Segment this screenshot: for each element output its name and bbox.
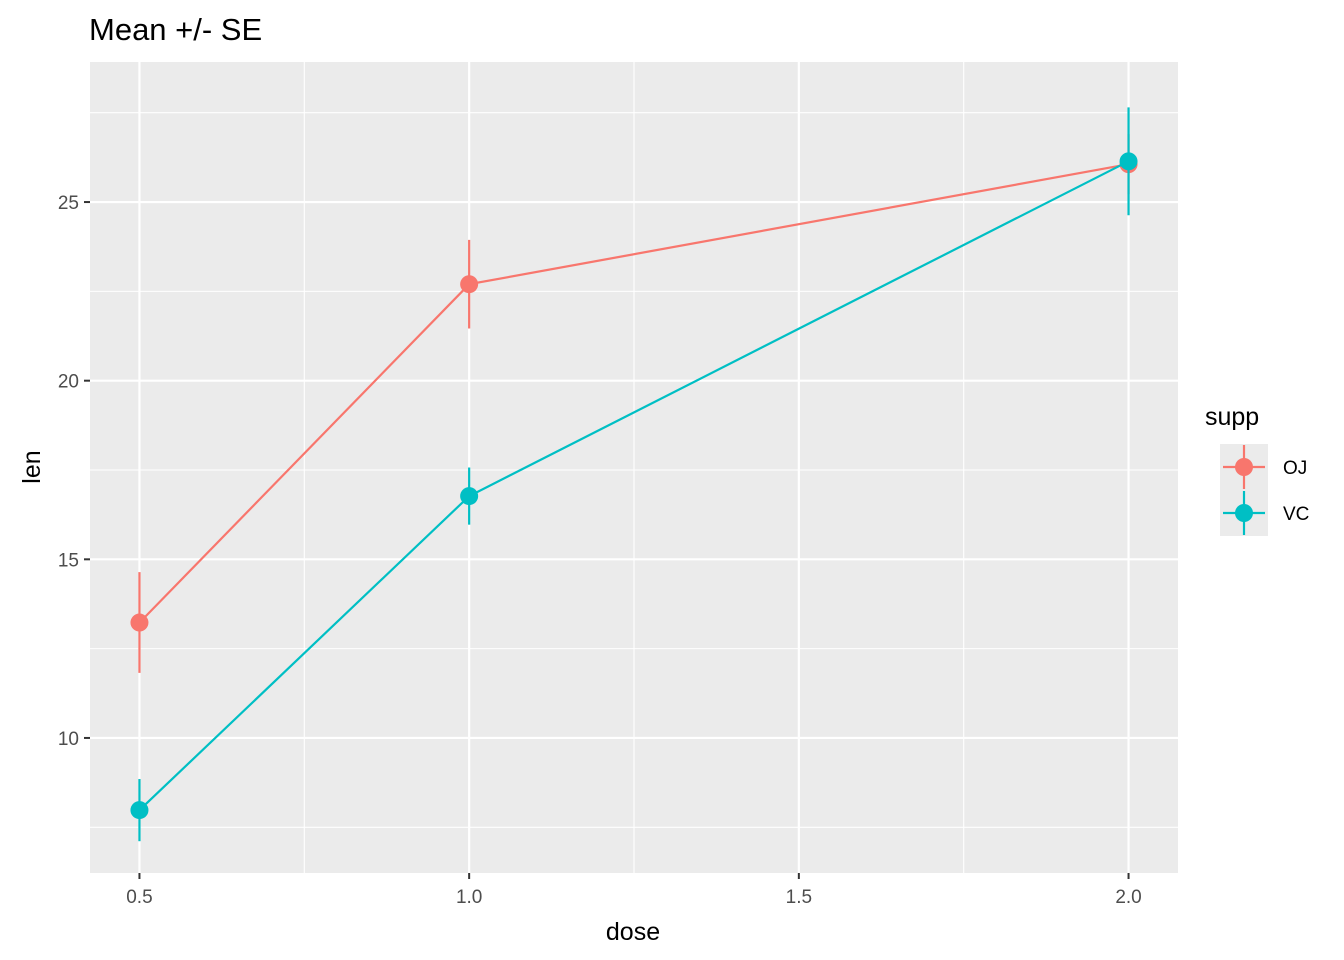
x-tick-label: 1.0	[456, 887, 482, 908]
data-point-vc	[460, 487, 479, 506]
y-axis-title: len	[18, 450, 46, 483]
data-point-oj	[130, 613, 149, 632]
x-tick-label: 1.5	[786, 887, 812, 908]
data-point-vc	[130, 801, 149, 820]
y-tick-label: 20	[58, 372, 79, 393]
legend-marker-vc	[1235, 504, 1253, 522]
y-axis: 10 15 20 25	[58, 193, 90, 750]
legend-label-oj: OJ	[1283, 458, 1307, 479]
legend-title: supp	[1205, 403, 1259, 431]
data-point-vc	[1119, 152, 1138, 171]
data-point-oj	[460, 275, 479, 294]
legend-label-vc: VC	[1283, 504, 1309, 525]
series-layer	[130, 107, 1138, 842]
y-tick-label: 25	[58, 193, 79, 214]
legend: supp OJ VC	[1205, 403, 1309, 536]
y-tick-label: 10	[58, 729, 79, 750]
y-tick-label: 15	[58, 550, 79, 571]
x-axis: 0.5 1.0 1.5 2.0	[126, 873, 1142, 908]
legend-items: OJ VC	[1220, 444, 1309, 536]
x-tick-label: 2.0	[1115, 887, 1141, 908]
x-axis-title: dose	[606, 918, 660, 946]
x-tick-label: 0.5	[126, 887, 152, 908]
chart-title: Mean +/- SE	[89, 12, 262, 47]
legend-marker-oj	[1235, 458, 1253, 476]
